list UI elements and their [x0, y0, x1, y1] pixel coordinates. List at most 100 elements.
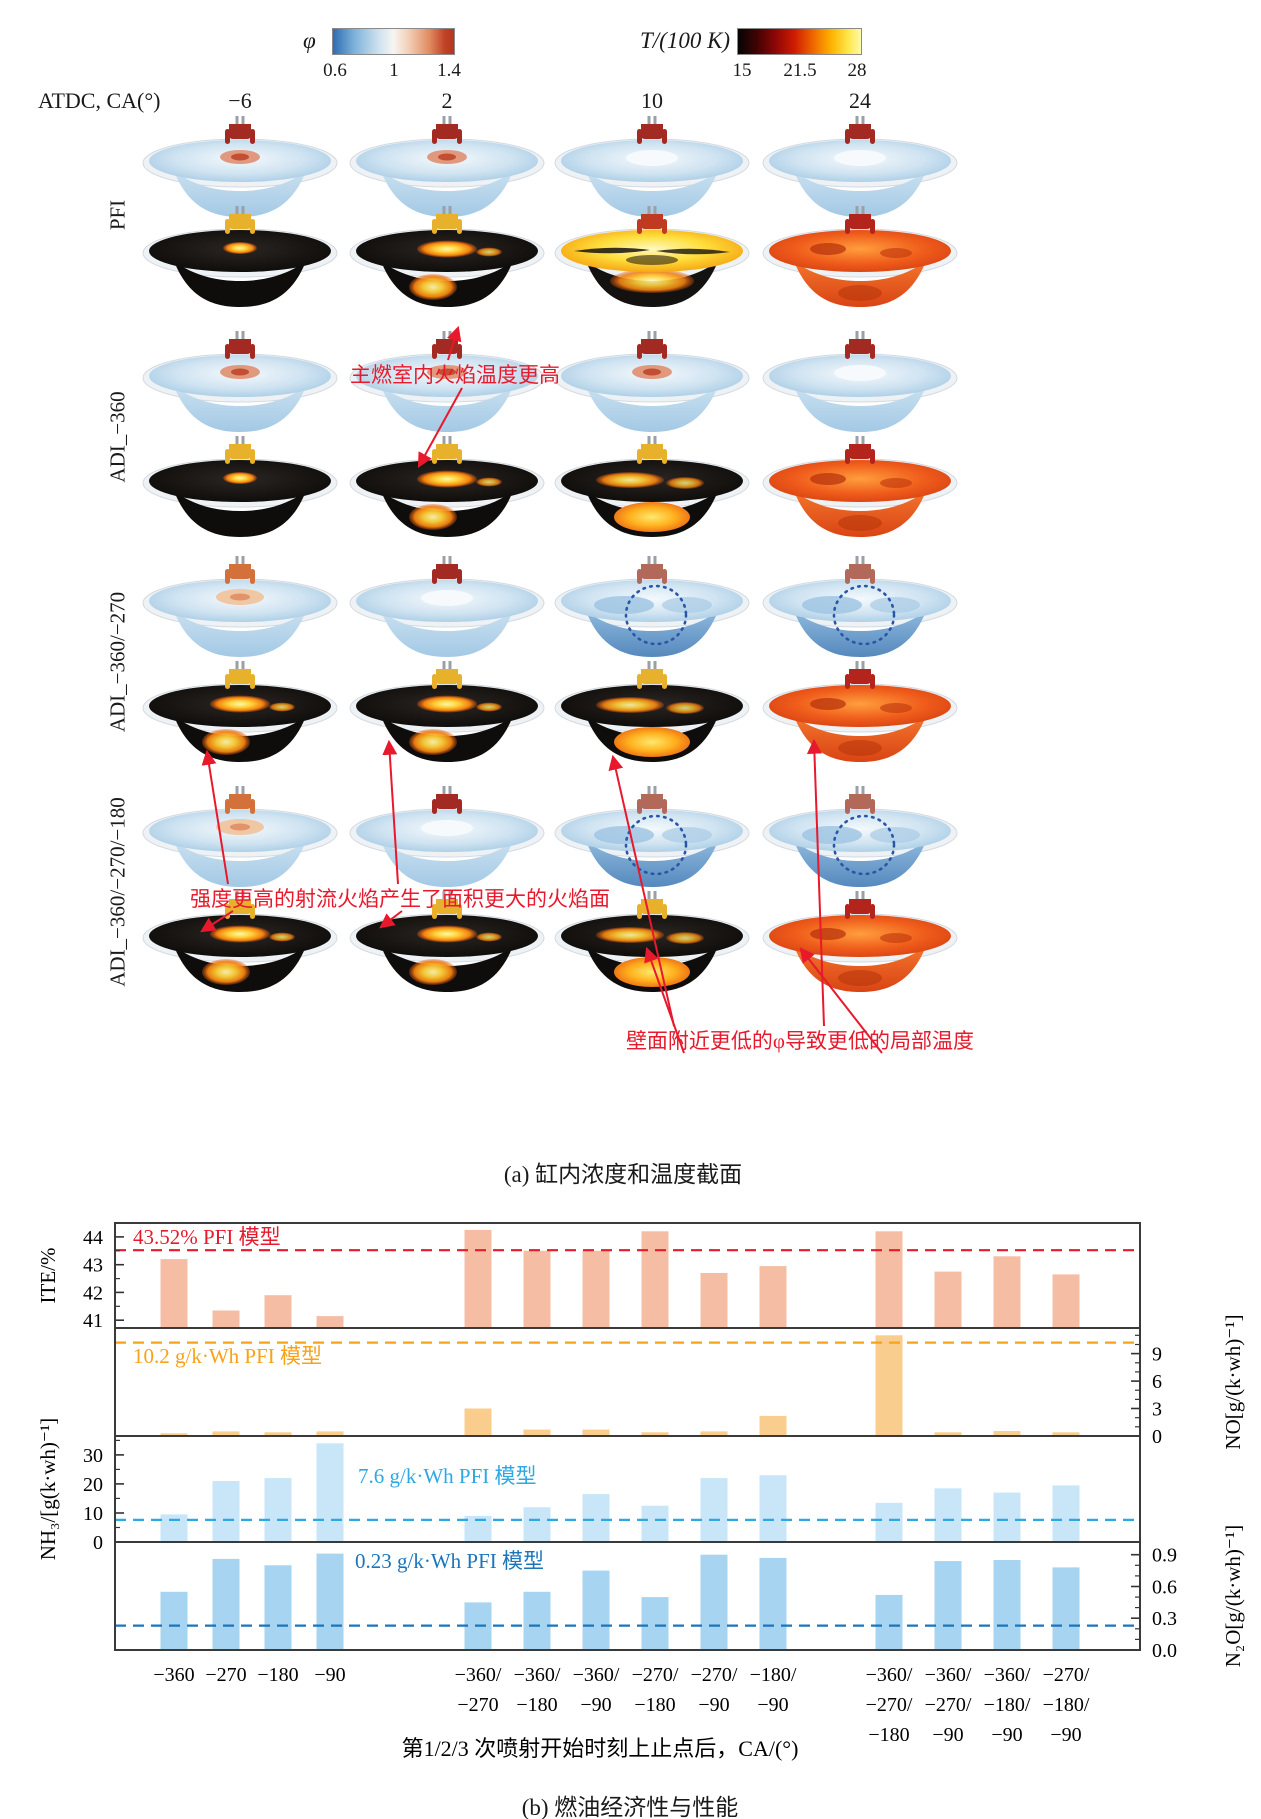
bar-NO-5: [523, 1429, 551, 1436]
ytick-N2O: 0.3: [1152, 1608, 1177, 1630]
bar-ITE-4: [464, 1229, 492, 1328]
xtick-label: −270/: [632, 1664, 679, 1686]
engine-render-ADI_−360-temp-col1: [347, 435, 547, 545]
engine-render-ADI_−360/−270-temp-col1: [347, 660, 547, 770]
bar-NH3-5: [523, 1507, 551, 1542]
bar-NH3-11: [934, 1488, 962, 1542]
bar-ITE-1: [212, 1310, 240, 1328]
injector-icon: [845, 556, 875, 584]
xtick-label: −90: [757, 1694, 788, 1716]
injector-icon: [845, 116, 875, 144]
ytick-NH3: 30: [83, 1445, 103, 1467]
xtick-label: −270/: [1043, 1664, 1090, 1686]
ytick-ITE: 41: [83, 1310, 103, 1332]
xtick-label: −360/: [455, 1664, 502, 1686]
temp-colorbar-tick: 28: [847, 60, 867, 81]
xtick-label: −270: [205, 1664, 246, 1686]
xtick-label: −180: [516, 1694, 557, 1716]
ytick-ITE: 44: [83, 1227, 103, 1249]
crank-angle-header: −6: [228, 88, 252, 113]
bar-N2O-12: [993, 1560, 1021, 1650]
bar-ITE-0: [160, 1259, 188, 1328]
phi-colorbar-tick: 1: [389, 60, 399, 81]
injector-icon: [225, 206, 255, 234]
injector-icon: [432, 556, 462, 584]
bar-ITE-3: [316, 1316, 344, 1328]
injector-icon: [432, 891, 462, 919]
injector-icon: [225, 436, 255, 464]
injector-icon: [637, 556, 667, 584]
x-axis-title: 第1/2/3 次喷射开始时刻上止点后，CA/(°): [402, 1736, 799, 1761]
bar-NO-4: [464, 1408, 492, 1436]
xtick-label: −180: [257, 1664, 298, 1686]
xtick-label: −180: [634, 1694, 675, 1716]
temp-colorbar-tick: 21.5: [783, 60, 817, 81]
axis-title-NO: NO[g/(k·wh)⁻¹]: [1221, 1314, 1245, 1449]
bar-N2O-3: [316, 1553, 344, 1650]
injector-icon: [845, 206, 875, 234]
xtick-label: −270/: [691, 1664, 738, 1686]
strategy-row-label: ADI_−360: [105, 391, 130, 483]
xtick-label: −90: [932, 1724, 963, 1746]
bar-NO-9: [759, 1415, 787, 1436]
engine-render-PFI-phi-col1: [347, 115, 547, 225]
bar-NH3-7: [641, 1505, 669, 1542]
phi-colorbar-tick: 0.6: [323, 60, 347, 81]
xtick-label: −270: [457, 1694, 498, 1716]
ytick-N2O: 0.6: [1152, 1577, 1177, 1599]
strategy-row-label: PFI: [105, 199, 130, 231]
engine-render-ADI_−360/−270-phi-col1: [347, 555, 547, 665]
bar-NH3-3: [316, 1443, 344, 1542]
engine-render-PFI-phi-col3: [760, 115, 960, 225]
bar-N2O-10: [875, 1594, 903, 1650]
injector-icon: [225, 556, 255, 584]
xtick-label: −270/: [925, 1694, 972, 1716]
dotted-highlight-ellipse: [832, 584, 896, 646]
injector-icon: [845, 331, 875, 359]
phi-colorbar-label: φ: [303, 28, 316, 53]
strategy-row-label: ADI_−360/−270: [105, 591, 130, 733]
axis-title-N2O: N₂O[g/(k·wh)⁻¹]: [1221, 1525, 1245, 1668]
injector-icon: [845, 661, 875, 689]
bar-N2O-5: [523, 1591, 551, 1650]
bar-N2O-2: [264, 1565, 292, 1650]
ytick-NO: 0: [1152, 1426, 1162, 1448]
xtick-label: −180: [868, 1724, 909, 1746]
ytick-N2O: 0.0: [1152, 1640, 1177, 1662]
engine-render-ADI_−360-phi-col3: [760, 330, 960, 440]
bar-ITE-5: [523, 1250, 551, 1328]
engine-render-ADI_−360-phi-col0: [140, 330, 340, 440]
ytick-ITE: 42: [83, 1282, 103, 1304]
annotation-jet-flame-area: 强度更高的射流火焰产生了面积更大的火焰面: [190, 887, 610, 911]
engine-render-PFI-temp-col3: [760, 205, 960, 315]
bar-NH3-13: [1052, 1485, 1080, 1542]
dotted-highlight-ellipse: [832, 814, 896, 876]
bar-ITE-8: [700, 1273, 728, 1328]
xtick-label: −90: [314, 1664, 345, 1686]
injector-icon: [225, 116, 255, 144]
bar-NH3-1: [212, 1481, 240, 1542]
bar-NH3-0: [160, 1514, 188, 1542]
ytick-NO: 3: [1152, 1399, 1162, 1421]
bar-NH3-12: [993, 1492, 1021, 1542]
engine-render-ADI_−360/−270/−180-phi-col1: [347, 785, 547, 895]
ytick-NH3: 10: [83, 1503, 103, 1525]
phi-colorbar: [332, 28, 455, 55]
injector-icon: [637, 206, 667, 234]
xtick-label: −360/: [514, 1664, 561, 1686]
bar-NO-8: [700, 1431, 728, 1436]
bar-NO-13: [1052, 1432, 1080, 1436]
injector-icon: [845, 436, 875, 464]
engine-render-ADI_−360/−270/−180-temp-col3: [760, 890, 960, 1000]
ref-line-label-N2O: 0.23 g/k·Wh PFI 模型: [355, 1549, 544, 1573]
annotation-main-chamber-flame: 主燃室内火焰温度更高: [350, 363, 560, 387]
engine-render-PFI-temp-col0: [140, 205, 340, 315]
injector-icon: [432, 661, 462, 689]
ytick-N2O: 0.9: [1152, 1545, 1177, 1567]
ytick-NH3: 20: [83, 1474, 103, 1496]
axis-title-NH3: NH₃/[g(k·wh)⁻¹]: [36, 1418, 60, 1561]
phi-colorbar-tick: 1.4: [437, 60, 461, 81]
bar-N2O-0: [160, 1591, 188, 1650]
bar-NH3-8: [700, 1478, 728, 1542]
